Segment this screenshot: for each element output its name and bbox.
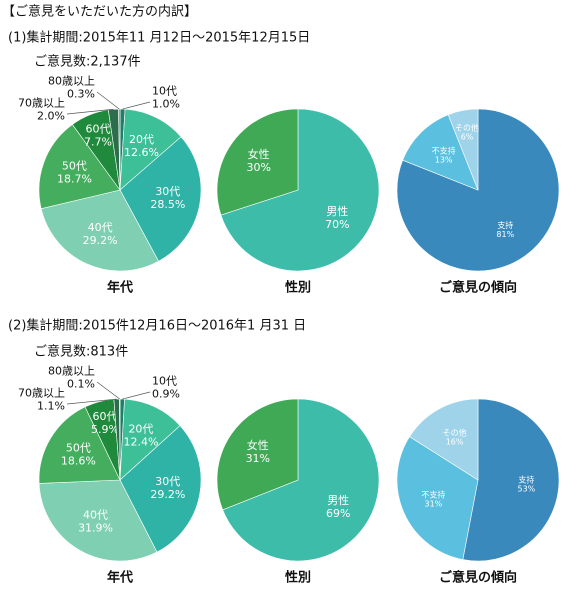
slice-value-label: 13%	[435, 156, 453, 165]
slice-value-label: 0.9%	[152, 388, 180, 401]
slice-category: 女性	[248, 147, 270, 161]
pie-slice	[119, 425, 202, 553]
slice-category: 40代	[88, 221, 113, 234]
slice-value-label: 29.2%	[150, 488, 185, 501]
pie-slice	[38, 406, 121, 484]
pie-slice	[38, 479, 158, 562]
slice-category: 80歳以上	[48, 365, 95, 378]
slice-value-label: 1.1%	[37, 400, 65, 413]
chart-title: 性別	[285, 570, 311, 586]
period: (1)集計期間:2015年11 月12日～2015年12月15日	[8, 30, 310, 46]
slice-value-label: 12.4%	[123, 436, 158, 449]
slice-value-label: 6%	[461, 133, 474, 142]
slice-category: 20代	[128, 423, 153, 436]
slice-category: 70歳以上	[18, 97, 65, 110]
slice-value-label: 0.1%	[67, 378, 95, 391]
slice-value-label: 31%	[246, 452, 270, 465]
pie-slice	[447, 108, 479, 191]
slice-category: 50代	[66, 441, 91, 454]
count: ご意見数:813件	[34, 344, 128, 360]
slice-category: 40代	[83, 508, 108, 521]
chart-title: ご意見の傾向	[439, 280, 517, 296]
pie-slice	[119, 108, 182, 191]
slice-value-label: 18.6%	[61, 454, 96, 467]
slice-category: その他	[455, 123, 479, 133]
chart-title: 年代	[107, 280, 133, 296]
slice-value-label: 30%	[246, 161, 270, 174]
slice-category: 70歳以上	[18, 387, 65, 400]
leader-line	[96, 91, 120, 110]
pie-slice	[462, 398, 560, 562]
slice-value-label: 16%	[446, 437, 464, 446]
chart-title: ご意見の傾向	[439, 570, 517, 586]
slice-value-label: 29.2%	[83, 234, 118, 247]
pie-slice	[119, 136, 202, 262]
slice-value-label: 53%	[517, 485, 535, 494]
chart-title: 年代	[107, 570, 133, 586]
slice-category: その他	[443, 427, 467, 437]
slice-category: 男性	[327, 493, 349, 507]
slice-category: 男性	[326, 204, 348, 218]
count: ご意見数:2,137件	[34, 54, 141, 70]
chart-title: 性別	[285, 280, 311, 296]
slice-value-label: 18.7%	[57, 173, 92, 186]
slice-category: 不支持	[421, 489, 445, 499]
slice-value-label: 5.9%	[91, 423, 119, 436]
pie-slice	[40, 189, 159, 272]
pie-slice	[402, 114, 479, 191]
page-title: 【ご意見をいただいた方の内訳】	[2, 4, 197, 20]
period: (2)集計期間:2015件12月16日～2016年1 月31 日	[8, 318, 306, 334]
slice-category: 10代	[152, 375, 177, 388]
slice-value-label: 28.5%	[150, 198, 185, 211]
pie-slice	[216, 398, 299, 511]
slice-category: 支持	[518, 475, 534, 485]
slice-category: 女性	[247, 438, 269, 452]
slice-category: 60代	[92, 410, 117, 423]
slice-value-label: 2.0%	[37, 110, 65, 123]
slice-value-label: 7.7%	[84, 135, 112, 148]
slice-value-label: 1.0%	[152, 98, 180, 111]
slice-value-label: 31%	[425, 499, 443, 508]
pie-slice	[220, 108, 380, 272]
leader-line	[122, 101, 151, 110]
slice-category: 50代	[62, 160, 87, 173]
slice-category: 10代	[152, 85, 177, 98]
slice-category: 60代	[86, 122, 111, 135]
slice-category: 支持	[497, 220, 513, 230]
slice-value-label: 81%	[496, 230, 514, 239]
pie-slice	[216, 108, 299, 216]
leader-line	[66, 108, 114, 115]
leader-line	[66, 398, 117, 405]
pie-slice	[38, 124, 121, 210]
pie-slice	[119, 398, 181, 481]
slice-category: 30代	[155, 185, 180, 198]
slice-value-label: 31.9%	[78, 521, 113, 534]
leader-line	[96, 381, 120, 400]
pie-slice	[409, 398, 479, 481]
slice-value-label: 12.6%	[124, 146, 159, 159]
pie-slice	[222, 398, 380, 562]
slice-value-label: 70%	[325, 218, 349, 231]
slice-value-label: 0.3%	[67, 88, 95, 101]
slice-category: 30代	[155, 475, 180, 488]
slice-category: 20代	[129, 133, 154, 146]
slice-category: 不支持	[432, 146, 456, 156]
slice-value-label: 69%	[326, 507, 350, 520]
leader-line	[122, 391, 151, 400]
slice-category: 80歳以上	[48, 75, 95, 88]
